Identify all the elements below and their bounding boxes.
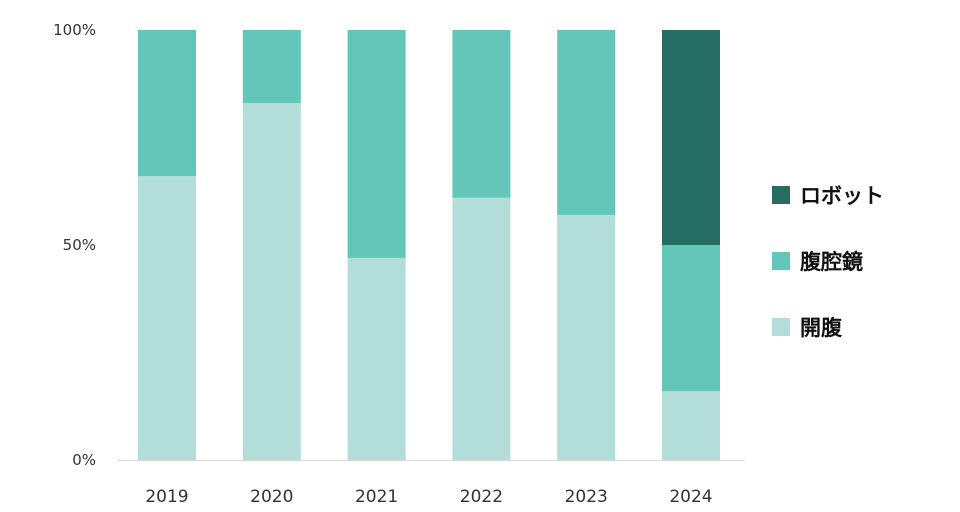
legend-item-open: 開腹 [772, 310, 884, 344]
legend-label-open: 開腹 [800, 316, 842, 340]
bar-2019-series-1 [138, 30, 196, 177]
bar-2022-series-0 [452, 197, 511, 460]
bar-2019-series-0 [138, 176, 196, 460]
bar-2023-series-0 [557, 214, 616, 460]
x-tick-label: 2022 [460, 487, 503, 507]
bar-2021-series-1 [347, 30, 406, 258]
x-axis-ticks: 2019 2020 2021 2022 2023 2024 [145, 487, 712, 507]
bar-2021-series-0 [347, 257, 406, 460]
x-tick-label: 2020 [250, 487, 293, 507]
bar-2020-series-0 [242, 103, 301, 460]
legend-item-robot: ロボット [772, 178, 884, 212]
legend: ロボット 腹腔鏡 開腹 [772, 178, 884, 376]
legend-label-laparoscopic: 腹腔鏡 [800, 250, 863, 274]
bar-2023-series-1 [557, 30, 616, 215]
bar-2020-series-1 [242, 30, 301, 104]
bar-2022-series-1 [452, 30, 511, 198]
bars-group [138, 30, 720, 460]
x-tick-label: 2019 [145, 487, 188, 507]
bar-2024-series-1 [662, 245, 720, 392]
legend-swatch-open [772, 318, 790, 336]
y-tick-label: 0% [72, 451, 96, 469]
bar-2024-series-0 [662, 391, 720, 460]
legend-item-laparoscopic: 腹腔鏡 [772, 244, 884, 278]
y-axis-ticks: 0% 50% 100% [53, 21, 96, 469]
x-tick-label: 2023 [565, 487, 608, 507]
x-tick-label: 2021 [355, 487, 398, 507]
x-tick-label: 2024 [669, 487, 712, 507]
legend-swatch-laparoscopic [772, 252, 790, 270]
y-tick-label: 50% [63, 236, 96, 254]
y-tick-label: 100% [53, 21, 96, 39]
legend-label-robot: ロボット [800, 184, 884, 208]
bar-2024-series-2 [662, 30, 720, 245]
legend-swatch-robot [772, 186, 790, 204]
